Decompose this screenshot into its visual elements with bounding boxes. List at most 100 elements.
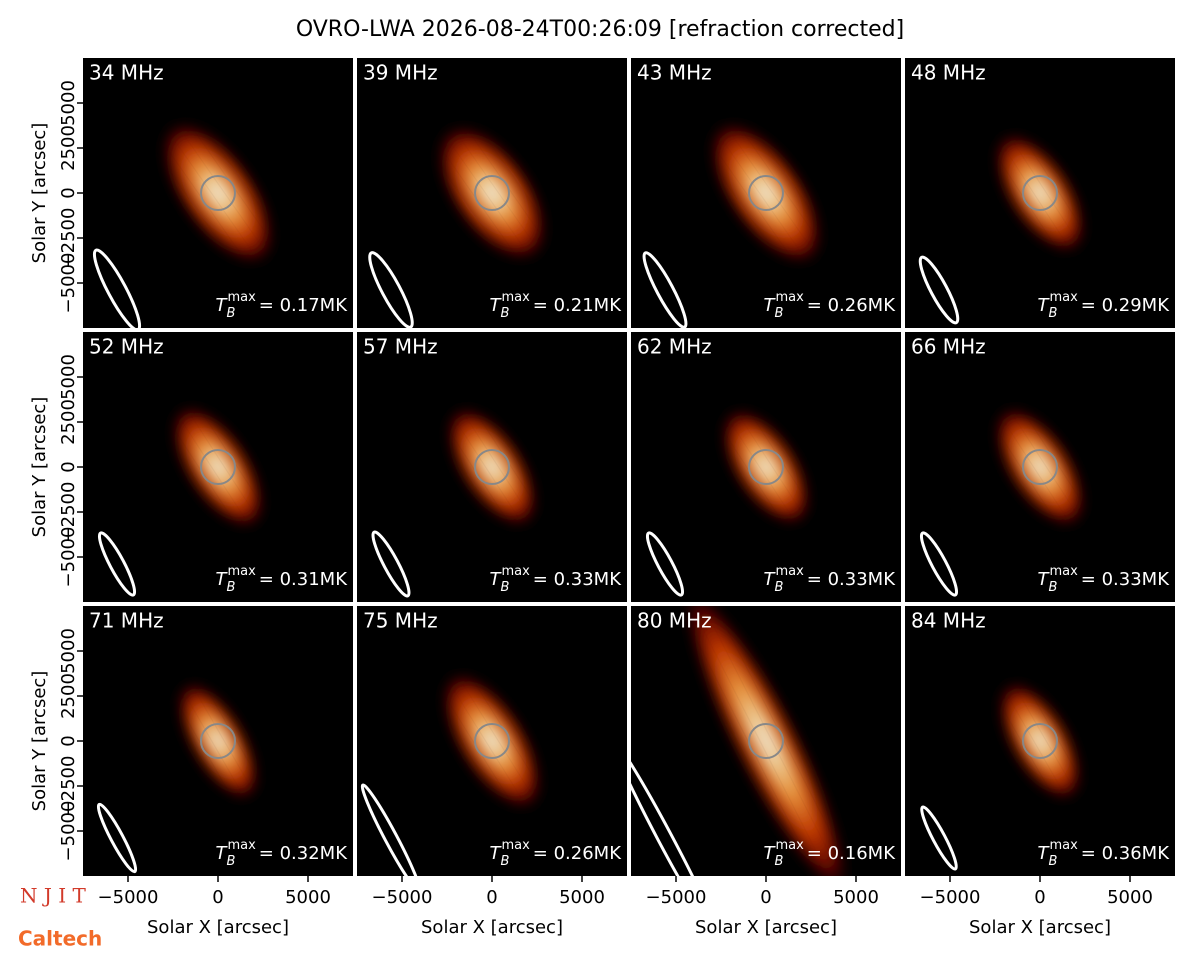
y-tick-label: −5000 (58, 801, 79, 862)
tb-sub: B (775, 854, 784, 869)
emission-streak (724, 612, 844, 846)
solar-disk (748, 449, 784, 485)
tb-sup: max (1049, 838, 1078, 853)
tb-symbol: T (216, 569, 229, 590)
emission-streak (1032, 684, 1084, 774)
emission-streak (688, 636, 808, 870)
logo-njit: N J I T (20, 884, 86, 908)
frequency-label: 75 MHz (363, 609, 438, 633)
emission-streak (172, 146, 246, 252)
emission-streak (469, 684, 533, 786)
tb-value: = 0.16MK (807, 843, 896, 864)
y-tick-label: 0 (58, 187, 79, 198)
tb-max-label: TBmax = 0.16MK (764, 838, 897, 869)
emission-streak (445, 434, 503, 524)
emission-streak (181, 140, 255, 246)
x-tick-label: −5000 (98, 887, 159, 908)
tb-sub: B (1049, 580, 1058, 595)
tb-sub: B (227, 854, 236, 869)
emission-streak (711, 152, 785, 258)
panel (905, 332, 1175, 602)
tb-sub: B (775, 580, 784, 595)
emission-streak (738, 134, 812, 240)
emission-streak (183, 702, 235, 792)
beam (368, 251, 414, 328)
emission-streak (1020, 142, 1078, 232)
tb-sup: max (227, 838, 256, 853)
y-axis-label: Solar Y [arcsec] (29, 671, 50, 812)
x-axis-label: Solar X [arcsec] (147, 917, 289, 938)
emission-streak (1011, 148, 1069, 238)
emission-streak (475, 131, 545, 231)
emission-streak (457, 143, 527, 243)
tb-sup: max (1049, 564, 1078, 579)
tb-value: = 0.17MK (259, 295, 348, 316)
panel (631, 332, 901, 602)
tb-value: = 0.26MK (807, 295, 896, 316)
emission-streak (756, 412, 812, 498)
emission-streak (720, 436, 776, 522)
y-tick-label: 5000 (58, 354, 79, 400)
panel (357, 58, 627, 328)
tb-value: = 0.36MK (1081, 843, 1170, 864)
y-tick-label: 0 (58, 461, 79, 472)
x-tick-label: −5000 (372, 887, 433, 908)
panel (631, 606, 901, 876)
y-tick-label: −5000 (58, 527, 79, 588)
tb-symbol: T (1038, 295, 1051, 316)
panel (905, 58, 1175, 328)
solar-disk (1022, 449, 1058, 485)
beam (919, 531, 959, 597)
frequency-label: 84 MHz (911, 609, 986, 633)
beam (642, 251, 688, 328)
beam (918, 255, 960, 325)
x-tick-label: 5000 (1107, 887, 1153, 908)
panel (905, 606, 1175, 876)
emission-streak (163, 152, 237, 258)
beam (92, 248, 142, 328)
beam (96, 802, 138, 874)
tb-symbol: T (490, 843, 503, 864)
y-tick-label: −2500 (58, 208, 79, 269)
emission-streak (199, 128, 273, 234)
emission-streak (1029, 136, 1087, 226)
y-tick-label: 5000 (58, 80, 79, 126)
tb-value: = 0.33MK (807, 569, 896, 590)
tb-max-label: TBmax = 0.29MK (1038, 290, 1171, 321)
solar-disk (200, 175, 236, 211)
frequency-label: 43 MHz (637, 61, 712, 85)
beam (360, 783, 422, 876)
panel (83, 606, 353, 876)
emission-streak (715, 618, 835, 852)
solar-disk (748, 723, 784, 759)
panel (357, 332, 627, 602)
beam (97, 531, 137, 597)
solar-disk (200, 449, 236, 485)
panel (357, 606, 627, 876)
tb-sup: max (227, 290, 256, 305)
x-tick-label: 0 (1034, 887, 1045, 908)
emission-streak (1011, 422, 1069, 512)
emission-streak (190, 134, 264, 240)
tb-value: = 0.33MK (1081, 569, 1170, 590)
tb-symbol: T (1038, 843, 1051, 864)
frequency-label: 71 MHz (89, 609, 164, 633)
tb-symbol: T (490, 569, 503, 590)
emission-streak (451, 696, 515, 798)
tb-max-label: TBmax = 0.31MK (216, 564, 349, 595)
solar-disk (474, 449, 510, 485)
frequency-label: 39 MHz (363, 61, 438, 85)
y-tick-label: −2500 (58, 756, 79, 817)
emission-streak (1005, 702, 1057, 792)
panel (631, 58, 901, 328)
tb-max-label: TBmax = 0.33MK (764, 564, 897, 595)
tb-sup: max (501, 564, 530, 579)
tb-max-label: TBmax = 0.36MK (1038, 838, 1171, 869)
tb-max-label: TBmax = 0.17MK (216, 290, 349, 321)
x-tick-label: 5000 (833, 887, 879, 908)
emission-streak (996, 708, 1048, 798)
tb-sup: max (775, 290, 804, 305)
tb-sub: B (227, 580, 236, 595)
emission-streak (206, 409, 266, 501)
x-tick-label: 0 (760, 887, 771, 908)
